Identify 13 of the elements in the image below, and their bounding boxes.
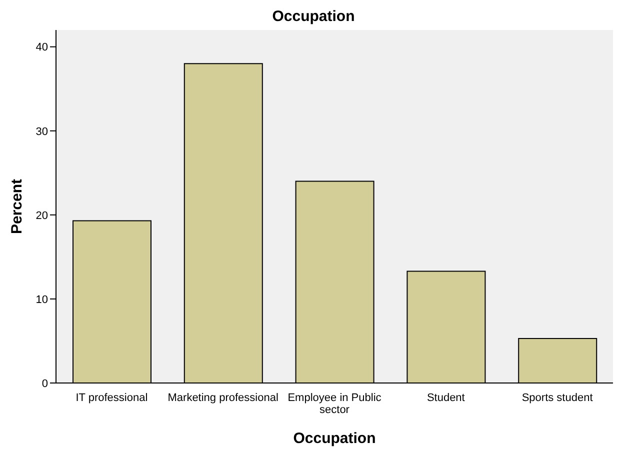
x-tick-label: Employee in Public sector — [288, 392, 382, 416]
y-tick-label: 10 — [36, 294, 48, 306]
y-tick-label: 30 — [36, 126, 48, 138]
x-tick-label: Marketing professional — [168, 392, 278, 404]
x-tick-label: IT professional — [76, 392, 148, 404]
x-tick-label: Student — [426, 392, 465, 404]
y-tick-label: 40 — [36, 42, 48, 54]
y-tick-label: 20 — [36, 210, 48, 222]
x-axis-title: Occupation — [293, 430, 376, 447]
y-tick-label: 0 — [42, 378, 48, 390]
chart-title: Occupation — [271, 8, 356, 25]
y-axis-title: Percent — [8, 178, 26, 234]
x-tick-label: Sports student — [522, 392, 593, 404]
